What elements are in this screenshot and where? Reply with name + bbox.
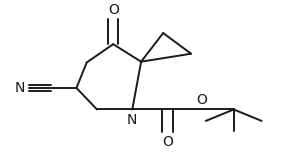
Text: N: N [15, 81, 25, 95]
Text: O: O [196, 93, 207, 107]
Text: O: O [162, 135, 173, 149]
Text: N: N [127, 113, 138, 127]
Text: O: O [108, 3, 118, 17]
